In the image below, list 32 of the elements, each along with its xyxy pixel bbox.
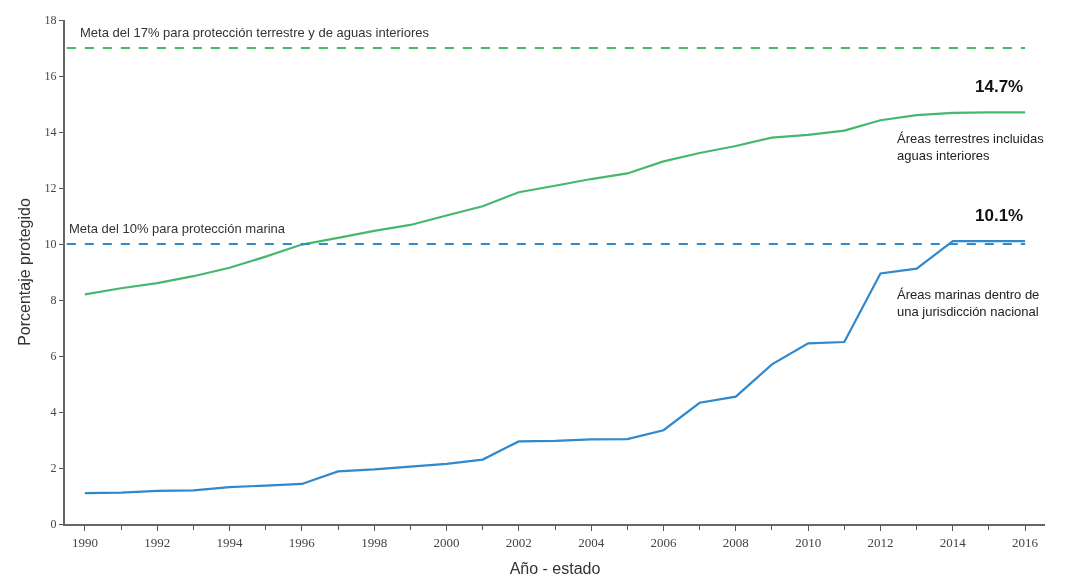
x-tick-label: 1990	[71, 534, 98, 550]
y-axis-title: Porcentaje protegido	[16, 198, 33, 346]
x-tick-label: 2004	[578, 534, 605, 550]
x-tick-label: 2002	[505, 534, 532, 550]
x-tick-label: 1992	[144, 534, 171, 550]
x-tick-label: 1998	[361, 534, 388, 550]
y-tick-label: 4	[50, 405, 57, 420]
y-tick-label: 8	[50, 293, 57, 308]
y-tick-label: 0	[50, 517, 57, 532]
x-tick-label: 2006	[650, 534, 677, 550]
y-tick-label: 14	[44, 125, 57, 140]
series-label: Áreas marinas dentro de una jurisdicción nacional	[897, 287, 1040, 319]
y-tick-label: 12	[44, 181, 57, 196]
y-tick-label: 2	[50, 461, 57, 476]
x-tick-label: 2010	[795, 534, 822, 550]
x-tick-label: 1994	[216, 534, 244, 550]
series-label: Áreas terrestres incluidas aguas interiores	[897, 131, 1045, 163]
x-tick-label: 2014	[939, 534, 967, 550]
x-tick-label: 2008	[722, 534, 749, 550]
x-tick-label: 1996	[288, 534, 316, 550]
y-tick-label: 10	[44, 237, 57, 252]
y-tick-label: 16	[44, 69, 57, 84]
annotation: 10.1%	[975, 206, 1024, 225]
annotation: 14.7%	[975, 77, 1024, 96]
y-tick-label: 6	[50, 349, 57, 364]
x-tick-label: 2016	[1012, 534, 1039, 550]
y-tick-label: 18	[44, 13, 57, 28]
ref-line-label: Meta del 17% para protección terrestre y de aguas interiores	[80, 25, 430, 40]
x-tick-label: 2012	[867, 534, 894, 550]
ref-line-label: Meta del 10% para protección marina	[69, 221, 286, 236]
x-axis-title: Año - estado	[509, 559, 601, 577]
x-tick-label: 2000	[433, 534, 460, 550]
